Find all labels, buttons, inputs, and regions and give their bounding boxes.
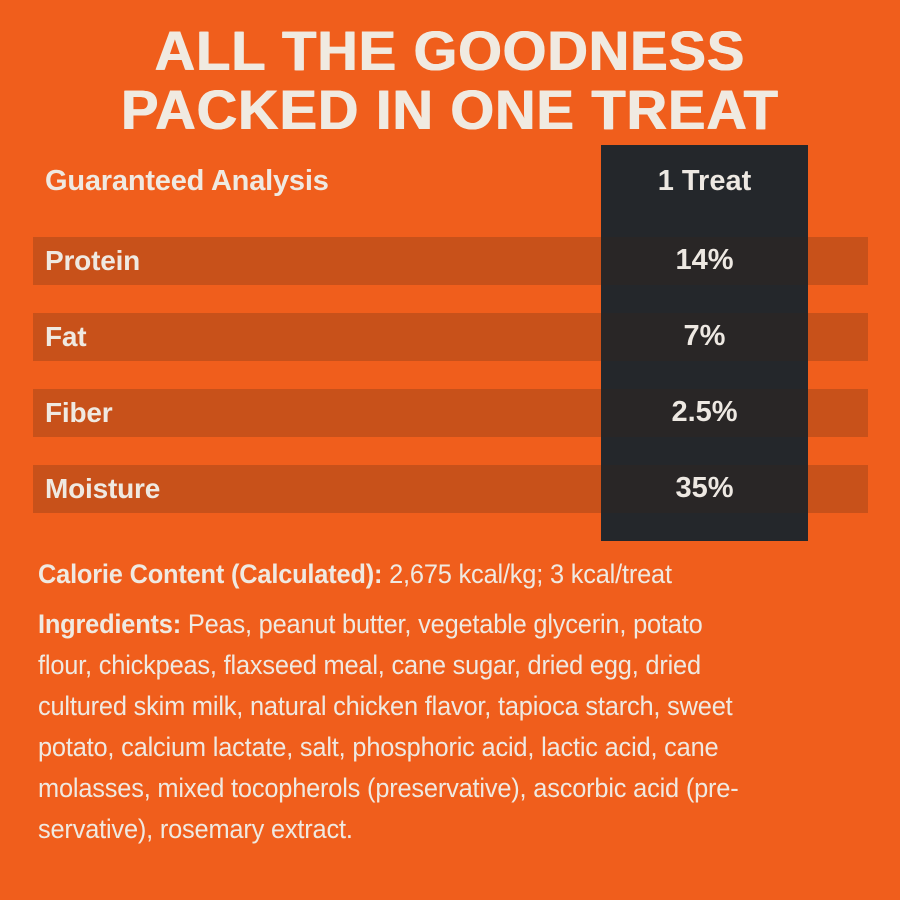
ingredients-line: potato, calcium lactate, salt, phosphori… (38, 731, 719, 762)
ingredients-line: cultured skim milk, natural chicken flav… (38, 690, 733, 721)
ingredients-line: molasses, mixed tocopherols (preservativ… (38, 772, 739, 803)
headline-line-1: ALL THE GOODNESS (154, 19, 746, 82)
row-value: 2.5% (671, 396, 738, 429)
treat-column-panel (601, 144, 808, 541)
row-label: Fat (45, 320, 87, 352)
table-row-moisture: Moisture 35% (33, 464, 868, 513)
column-header: 1 Treat (657, 165, 752, 198)
row-value: 14% (675, 244, 734, 277)
row-label: Moisture (45, 472, 161, 504)
guaranteed-analysis-table: Guaranteed Analysis 1 Treat Protein 14% … (33, 144, 868, 541)
calorie-content-line: Calorie Content (Calculated): 2,675 kcal… (38, 557, 900, 591)
table-row-fat: Fat 7% (33, 312, 868, 361)
ingredients-line: servative), rosemary extract. (38, 813, 353, 844)
ingredients-label: Ingredients: (38, 608, 181, 639)
ingredients-text: Peas, peanut butter, vegetable glycerin,… (180, 608, 703, 639)
row-label: Fiber (45, 396, 113, 428)
table-row-protein: Protein 14% (33, 236, 868, 285)
calorie-label: Calorie Content (Calculated): (38, 558, 383, 589)
row-label: Protein (45, 244, 141, 276)
headline-line-2: PACKED IN ONE TREAT (121, 77, 779, 141)
table-title: Guaranteed Analysis (45, 165, 329, 198)
ingredients-paragraph: Ingredients: Peas, peanut butter, vegeta… (38, 604, 900, 850)
row-value: 35% (675, 472, 734, 505)
ingredients-line: flour, chickpeas, flaxseed meal, cane su… (38, 649, 701, 680)
calorie-value: 2,675 kcal/kg; 3 kcal/treat (382, 558, 672, 589)
row-value: 7% (683, 320, 726, 353)
table-header-row: Guaranteed Analysis 1 Treat (33, 145, 868, 219)
ingredients-line: Ingredients: Peas, peanut butter, vegeta… (38, 604, 900, 645)
table-row-fiber: Fiber 2.5% (33, 388, 868, 437)
headline: ALL THE GOODNESS PACKED IN ONE TREAT (0, 19, 900, 141)
